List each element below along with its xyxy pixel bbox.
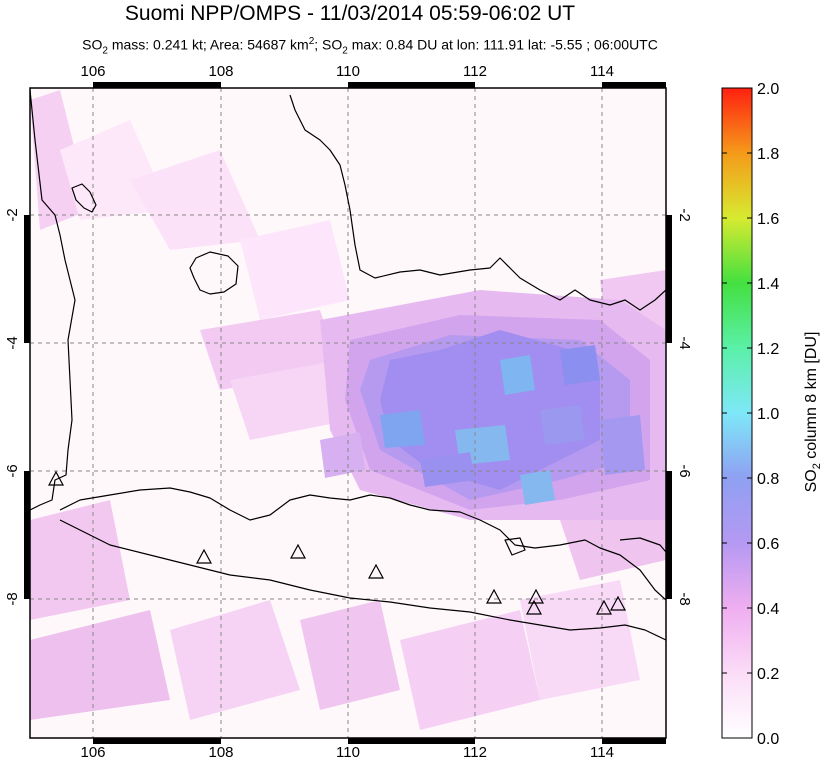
coast-borneo <box>289 94 666 311</box>
colorbar-gradient <box>721 87 753 739</box>
plume-block <box>420 452 475 487</box>
volcano-markers <box>47 470 627 615</box>
colorbar-tick-label: 1.6 <box>757 211 779 228</box>
colorbar-tick-label: 1.8 <box>757 146 779 163</box>
lon-label: 110 <box>336 63 360 80</box>
colorbar-tick-label: 1.4 <box>757 276 779 293</box>
coast-bali <box>619 537 666 553</box>
subtitle-mass-prefix: SO <box>82 36 103 53</box>
lat-labels-right: -2 -4 -6 -8 <box>676 208 693 605</box>
coast-java-north <box>59 487 666 601</box>
pixel-swath <box>400 610 540 730</box>
plume-block <box>600 415 645 475</box>
pixel-swath <box>130 150 260 250</box>
colorbar-ticks: 0.0 0.2 0.4 0.6 0.8 1.0 1.2 1.4 1.6 1.8 2.0 <box>722 81 779 748</box>
colorbar-tick-label: 1.0 <box>757 406 779 423</box>
volcano-icon <box>525 599 543 615</box>
pixel-swath <box>300 600 400 710</box>
subtitle-max-text: max: 0.84 DU at lon: 111.91 lat: -5.55 ;… <box>347 36 658 53</box>
volcano-icon <box>595 599 613 615</box>
so2-map: 106 108 110 112 114 106 108 110 112 114 … <box>4 63 693 759</box>
lon-label: 114 <box>590 744 614 759</box>
axis-bar-left <box>24 471 30 599</box>
colorbar-tick-label: 0.8 <box>757 471 779 488</box>
lon-label: 110 <box>336 744 360 759</box>
colorbar-tick-label: 2.0 <box>757 81 779 98</box>
axis-bar-top <box>93 82 221 88</box>
axis-bars <box>24 82 672 744</box>
map-title: Suomi NPP/OMPS - 11/03/2014 05:59-06:02 … <box>124 2 576 25</box>
coast-bangka <box>71 183 97 213</box>
lat-label: -2 <box>4 208 21 221</box>
coastlines <box>30 89 666 641</box>
plume-block <box>540 405 585 445</box>
pixel-swath <box>30 610 170 720</box>
colorbar-tick-label: 0.6 <box>757 536 779 553</box>
axis-bar-left <box>24 215 30 343</box>
plume-block <box>380 410 425 448</box>
plume-core <box>380 330 600 490</box>
lon-label: 108 <box>208 744 233 759</box>
lon-label: 106 <box>80 63 105 80</box>
pixel-swath <box>30 500 130 620</box>
coast-belitung <box>189 251 239 295</box>
lon-labels-bottom: 106 108 110 112 114 <box>80 744 613 759</box>
lat-label: -4 <box>4 336 21 349</box>
lon-label: 114 <box>590 63 614 80</box>
volcano-icon <box>485 588 503 604</box>
lat-label: -2 <box>676 208 693 221</box>
coast-madura <box>504 537 526 556</box>
plume-block <box>320 432 365 478</box>
volcano-icon <box>367 563 385 579</box>
colorbar-tick-label: 0.0 <box>757 731 779 748</box>
pixel-swath <box>520 580 640 700</box>
volcano-icon <box>609 595 627 611</box>
lat-label: -8 <box>4 592 21 605</box>
map-subtitle: SO2 mass: 0.241 kt; Area: 54687 km2; SO2… <box>0 36 740 56</box>
lon-label: 108 <box>208 63 233 80</box>
axis-bar-top <box>348 82 475 88</box>
subtitle-mass-sub: 2 <box>102 45 108 57</box>
subtitle-area-sup: 2 <box>308 36 315 47</box>
lon-labels-top: 106 108 110 112 114 <box>80 63 613 80</box>
lat-label: -6 <box>4 464 21 477</box>
plume-block <box>560 345 600 385</box>
colorbar-tick-label: 0.2 <box>757 666 779 683</box>
axis-bar-bottom <box>93 738 221 744</box>
pixel-swath <box>230 360 350 440</box>
coast-sumatra <box>30 89 76 511</box>
colorbar-label: SO2 column 8 km [DU] <box>803 332 823 493</box>
colorbar-tick-label: 1.2 <box>757 341 779 358</box>
graticule <box>30 88 666 738</box>
axis-bar-right <box>666 215 672 343</box>
volcano-icon <box>289 543 307 559</box>
subtitle-mass-text: mass: 0.241 kt; Area: 54687 km <box>107 36 309 53</box>
coast-java-south <box>59 519 666 641</box>
plume-block <box>500 355 535 395</box>
lat-label: -8 <box>676 592 693 605</box>
pixel-swath <box>170 600 300 720</box>
axis-bar-top <box>602 82 666 88</box>
lon-label: 112 <box>463 63 487 80</box>
colorbar-tick-label: 0.4 <box>757 601 779 618</box>
pixel-swath <box>240 220 350 320</box>
axis-bar-bottom <box>348 738 475 744</box>
lon-label: 106 <box>80 744 105 759</box>
plume-block <box>520 470 555 505</box>
lat-label: -4 <box>676 336 693 349</box>
subtitle-max-prefix: ; SO <box>314 36 343 53</box>
volcano-icon <box>47 470 65 486</box>
volcano-icon <box>195 548 213 564</box>
lon-label: 112 <box>463 744 487 759</box>
axis-bar-right <box>666 471 672 599</box>
volcano-icon <box>527 588 545 604</box>
subtitle-max-sub: 2 <box>342 45 348 57</box>
lat-label: -6 <box>676 464 693 477</box>
so2-pixel-layer <box>30 90 666 730</box>
lat-labels-left: -2 -4 -6 -8 <box>4 208 21 605</box>
axis-bar-bottom <box>602 738 666 744</box>
